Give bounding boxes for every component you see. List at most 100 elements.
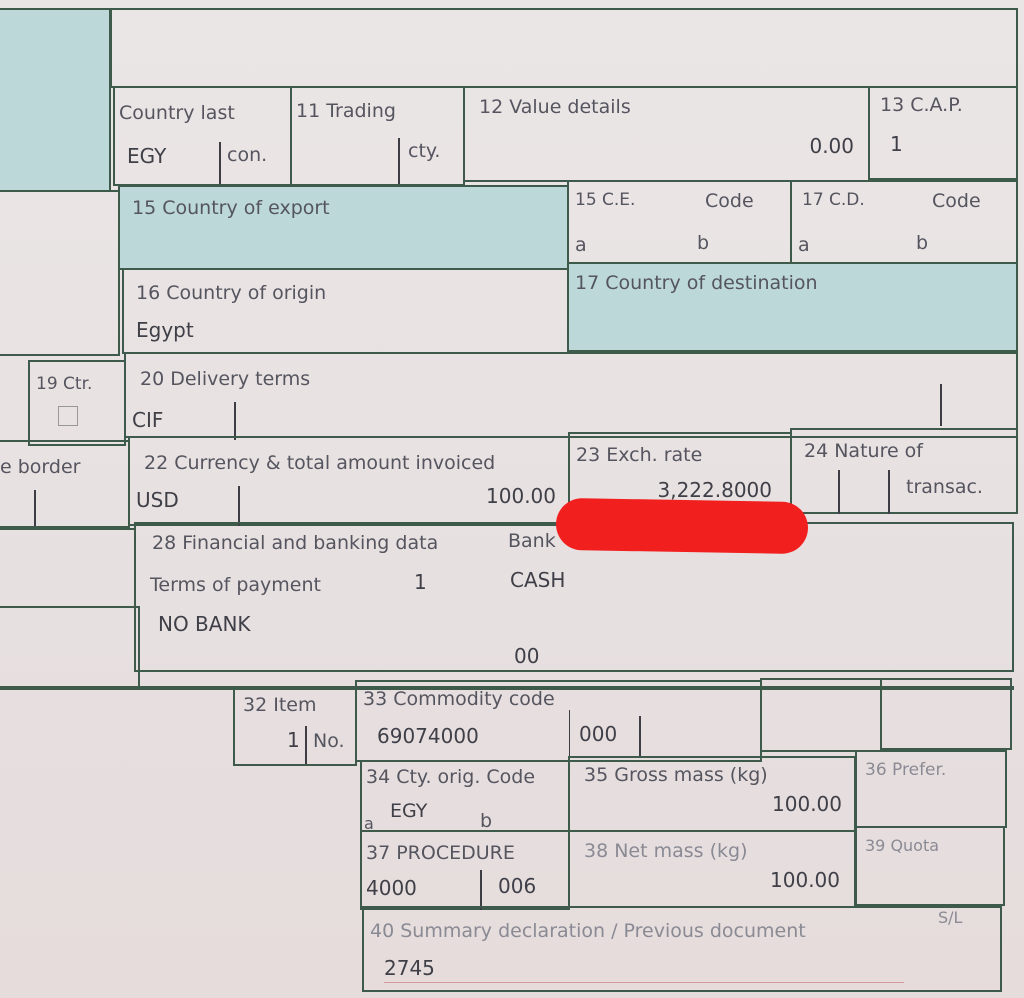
label: 15 Country of export	[132, 197, 330, 219]
box-17-cd: 17 C.D. Code a b	[790, 180, 1018, 264]
box-country-last: Country last EGY con.	[113, 86, 292, 186]
box-40-summary: 40 Summary declaration / Previous docume…	[362, 906, 1002, 992]
bank-label: Bank	[508, 530, 556, 552]
label: e border	[0, 456, 81, 478]
box-22-currency: 22 Currency & total amount invoiced USD …	[128, 436, 570, 526]
label: 37 PROCEDURE	[366, 842, 515, 864]
box-16-country-origin: 16 Country of origin Egypt	[122, 268, 569, 354]
amount: 100.00	[486, 484, 556, 508]
sub: 000	[579, 722, 618, 746]
bank: NO BANK	[158, 612, 251, 636]
left-box	[0, 190, 120, 356]
currency: USD	[136, 488, 179, 512]
a: a	[798, 234, 810, 256]
suffix: cty.	[408, 140, 441, 162]
box-empty	[880, 678, 1012, 750]
side-panel	[0, 8, 111, 192]
sl: S/L	[938, 908, 963, 927]
box-13-cap: 13 C.A.P. 1	[868, 86, 1018, 180]
a: a	[575, 234, 587, 256]
label: 40 Summary declaration / Previous docume…	[370, 920, 806, 942]
divider	[34, 490, 36, 526]
box-24-nature: 24 Nature of transac.	[790, 428, 1018, 514]
value: CIF	[132, 408, 164, 432]
divider	[888, 470, 890, 514]
value: 69074000	[377, 724, 479, 748]
box-17-country-destination: 17 Country of destination	[567, 262, 1018, 352]
label: 33 Commodity code	[363, 688, 555, 710]
label: 15 C.E.	[575, 190, 636, 210]
value: 1	[890, 132, 903, 156]
value: 3,222.8000	[657, 478, 772, 502]
label: 24 Nature of	[804, 440, 924, 462]
label: 38 Net mass (kg)	[584, 840, 748, 862]
label: 35 Gross mass (kg)	[584, 764, 768, 786]
label: 17 C.D.	[802, 190, 865, 210]
divider	[480, 870, 482, 910]
divider	[639, 716, 641, 756]
label: 36 Prefer.	[865, 760, 947, 780]
terms-value: 1	[414, 570, 427, 594]
ctr-checkbox[interactable]	[58, 406, 78, 426]
box-32-item: 32 Item 1 No.	[233, 686, 357, 766]
box-12-value-details: 12 Value details 0.00	[463, 86, 870, 182]
left-box	[0, 528, 136, 608]
divider	[940, 384, 942, 426]
code-label: Code	[705, 190, 754, 212]
label: Country last	[119, 102, 235, 124]
b: b	[697, 232, 710, 254]
left-box	[0, 606, 140, 688]
label: 12 Value details	[479, 96, 631, 118]
box-20-delivery-terms: 20 Delivery terms CIF	[124, 352, 1018, 440]
top-box	[110, 8, 1018, 88]
label: 16 Country of origin	[136, 282, 327, 304]
label: 13 C.A.P.	[880, 94, 963, 116]
value: 2745	[384, 956, 435, 980]
label: 34 Cty. orig. Code	[366, 766, 536, 788]
box-36-prefer: 36 Prefer.	[855, 750, 1007, 828]
divider	[569, 710, 570, 760]
sub: 006	[498, 874, 537, 898]
suffix: con.	[227, 144, 268, 166]
label: 20 Delivery terms	[140, 368, 311, 390]
suffix: No.	[313, 730, 345, 752]
redaction-mark	[555, 497, 809, 555]
label: 23 Exch. rate	[576, 444, 703, 466]
divider	[219, 142, 221, 184]
box-11-trading: 11 Trading cty.	[290, 86, 465, 186]
divider	[838, 470, 840, 514]
b: b	[916, 232, 929, 254]
terms-label: Terms of payment	[150, 574, 321, 596]
value: 100.00	[772, 792, 842, 816]
label: 17 Country of destination	[575, 272, 818, 294]
divider	[238, 486, 240, 526]
box-37-procedure: 37 PROCEDURE 4000 006	[360, 830, 570, 910]
divider	[234, 402, 236, 440]
box-38-net-mass: 38 Net mass (kg) 100.00	[568, 830, 856, 908]
underline	[384, 982, 904, 983]
code: 00	[514, 644, 540, 668]
b: b	[480, 810, 493, 832]
a: a	[364, 814, 374, 833]
value: EGY	[390, 800, 428, 822]
box-34-cty-orig: 34 Cty. orig. Code a EGY b	[360, 760, 570, 833]
label: 32 Item	[243, 694, 317, 716]
value: 4000	[366, 876, 417, 900]
box-border: e border	[0, 440, 130, 528]
box-35-gross-mass: 35 Gross mass (kg) 100.00	[568, 756, 856, 832]
box-15-ce: 15 C.E. Code a b	[567, 180, 792, 264]
label: 11 Trading	[296, 100, 396, 122]
value: Egypt	[136, 318, 194, 342]
divider	[305, 726, 307, 764]
label: 28 Financial and banking data	[152, 532, 439, 554]
box-39-quota: 39 Quota	[855, 826, 1005, 906]
suffix: transac.	[906, 476, 983, 498]
value: EGY	[127, 144, 167, 168]
value: 1	[287, 728, 300, 752]
divider	[0, 686, 1014, 690]
value: 100.00	[770, 868, 840, 892]
box-33-commodity: 33 Commodity code 69074000 000	[355, 680, 762, 762]
value: 0.00	[809, 134, 854, 158]
divider	[398, 138, 400, 184]
